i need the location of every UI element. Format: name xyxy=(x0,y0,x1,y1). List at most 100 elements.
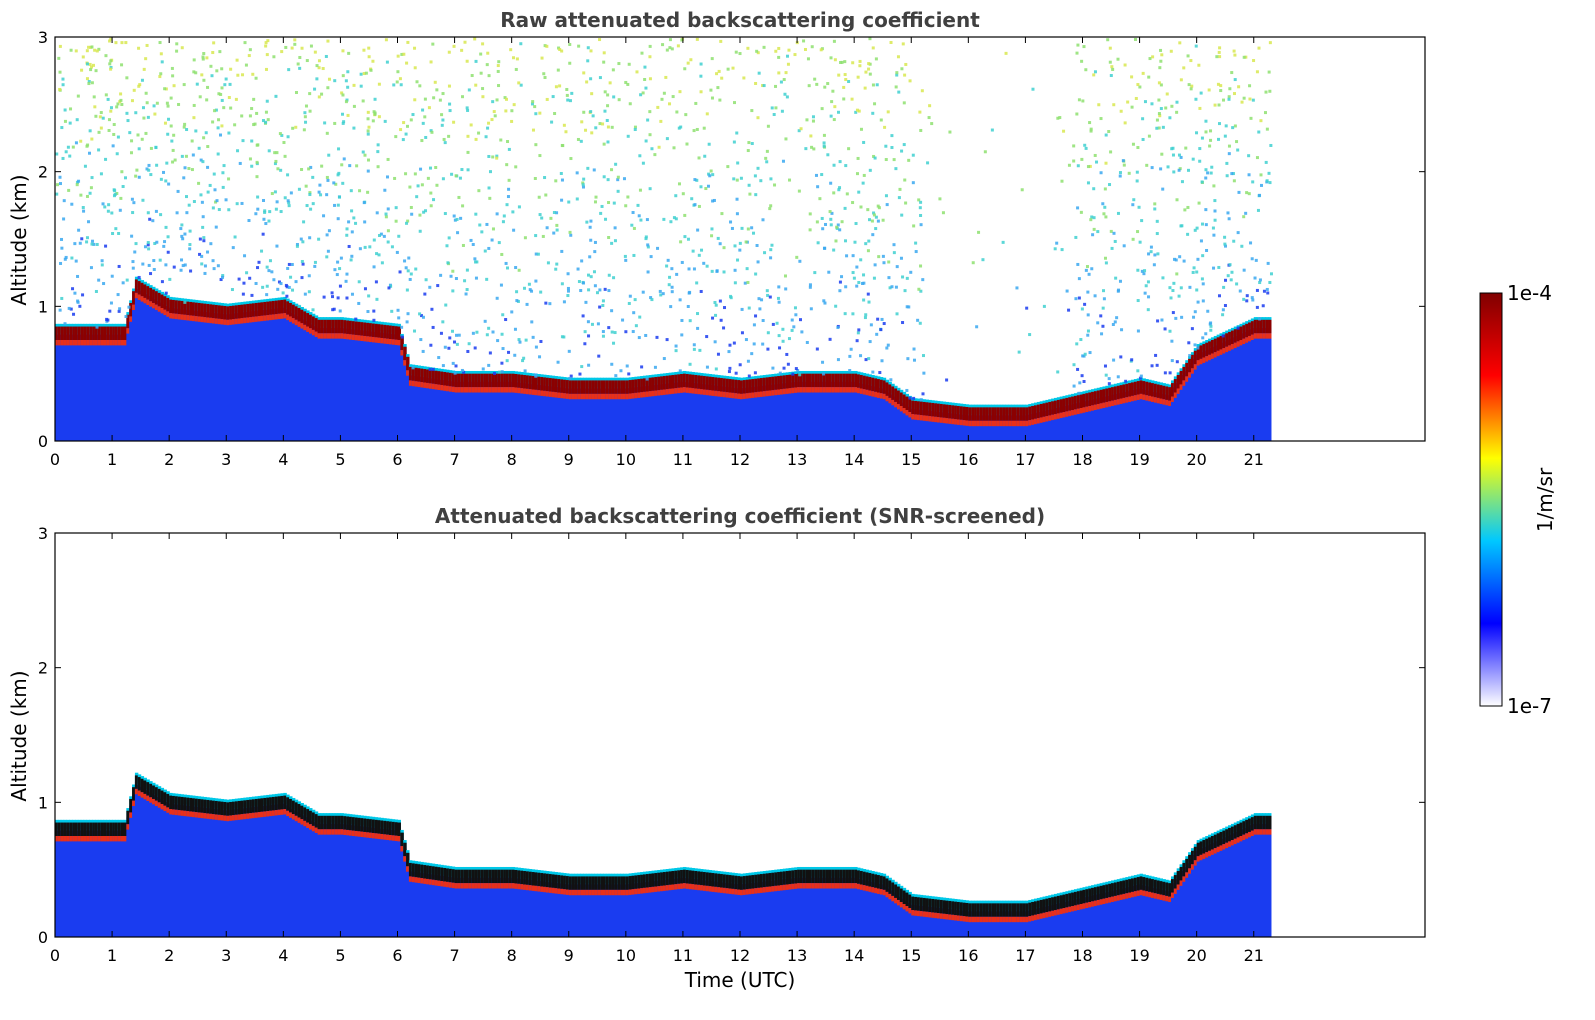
backscatter-cell xyxy=(55,326,59,340)
backscatter-cell xyxy=(645,378,650,392)
backscatter-cell xyxy=(360,824,364,937)
x-tick-label: 15 xyxy=(901,450,921,469)
noise-speckle xyxy=(197,181,201,185)
noise-speckle xyxy=(900,149,904,153)
backscatter-cell xyxy=(480,387,484,393)
noise-speckle xyxy=(171,160,175,164)
backscatter-cell xyxy=(802,373,807,388)
noise-speckle xyxy=(94,114,98,118)
noise-speckle xyxy=(580,259,584,263)
noise-speckle xyxy=(88,191,92,195)
backscatter-cell xyxy=(206,303,210,318)
backscatter-cell xyxy=(808,380,812,441)
noise-speckle xyxy=(233,235,237,239)
noise-speckle xyxy=(798,318,802,322)
noise-speckle xyxy=(1227,152,1231,156)
backscatter-cell xyxy=(1128,383,1132,397)
backscatter-cell xyxy=(94,836,99,842)
backscatter-cell xyxy=(291,814,296,820)
noise-speckle xyxy=(394,219,398,223)
backscatter-cell xyxy=(303,324,307,331)
noise-speckle xyxy=(1187,168,1191,172)
backscatter-cell xyxy=(403,353,407,441)
noise-speckle xyxy=(1055,241,1059,245)
backscatter-cell xyxy=(194,812,199,818)
backscatter-cell xyxy=(994,407,998,421)
backscatter-cell xyxy=(217,305,222,319)
noise-speckle xyxy=(74,141,78,145)
noise-speckle xyxy=(289,275,293,279)
noise-speckle xyxy=(1201,336,1205,340)
noise-speckle xyxy=(248,157,252,161)
backscatter-cell xyxy=(868,390,872,396)
backscatter-cell xyxy=(237,814,242,820)
noise-speckle xyxy=(904,62,908,66)
backscatter-cell xyxy=(406,866,410,872)
noise-speckle xyxy=(401,138,405,142)
backscatter-cell xyxy=(391,339,396,345)
noise-speckle xyxy=(384,212,388,216)
backscatter-cell xyxy=(306,319,310,441)
noise-speckle xyxy=(213,109,217,113)
noise-speckle xyxy=(594,126,598,130)
noise-speckle xyxy=(474,83,478,87)
backscatter-cell xyxy=(934,416,938,423)
backscatter-cell xyxy=(896,403,901,410)
noise-speckle xyxy=(883,125,887,129)
noise-speckle xyxy=(469,123,473,127)
backscatter-cell xyxy=(477,373,481,388)
noise-speckle xyxy=(719,318,723,322)
noise-speckle xyxy=(455,217,459,221)
noise-speckle xyxy=(300,276,304,280)
noise-speckle xyxy=(429,129,433,133)
noise-speckle xyxy=(166,250,170,254)
noise-speckle xyxy=(699,74,703,78)
backscatter-cell xyxy=(1196,353,1201,441)
backscatter-cell xyxy=(574,876,578,890)
noise-speckle xyxy=(264,41,268,45)
noise-speckle xyxy=(366,169,370,173)
noise-speckle xyxy=(1103,187,1107,191)
noise-speckle xyxy=(1257,46,1261,50)
noise-speckle xyxy=(379,232,383,236)
backscatter-cell xyxy=(109,829,113,937)
backscatter-cell xyxy=(1159,391,1164,441)
noise-speckle xyxy=(368,245,372,249)
backscatter-cell xyxy=(1213,345,1218,441)
noise-speckle xyxy=(602,51,606,55)
backscatter-cell xyxy=(1002,414,1007,441)
noise-speckle xyxy=(422,210,426,214)
backscatter-cell xyxy=(400,350,404,356)
backscatter-cell xyxy=(277,300,282,314)
noise-speckle xyxy=(711,316,715,320)
backscatter-cell xyxy=(962,406,967,421)
noise-speckle xyxy=(240,201,244,205)
backscatter-cell xyxy=(368,329,373,441)
backscatter-cell xyxy=(583,883,587,937)
noise-speckle xyxy=(922,371,926,375)
noise-speckle xyxy=(847,147,851,151)
backscatter-cell xyxy=(742,386,747,441)
noise-speckle xyxy=(148,217,152,221)
noise-speckle xyxy=(607,326,611,330)
noise-speckle xyxy=(509,48,513,52)
backscatter-cell xyxy=(471,876,476,937)
noise-speckle xyxy=(1104,161,1108,165)
backscatter-cell xyxy=(226,313,230,441)
backscatter-cell xyxy=(965,420,969,426)
backscatter-cell xyxy=(916,401,921,415)
noise-speckle xyxy=(602,142,606,146)
backscatter-cell xyxy=(1091,398,1095,441)
backscatter-cell xyxy=(334,319,339,334)
noise-speckle xyxy=(785,95,789,99)
backscatter-cell xyxy=(625,380,630,394)
backscatter-cell xyxy=(437,880,441,886)
backscatter-cell xyxy=(568,380,573,394)
backscatter-cell xyxy=(123,333,127,441)
noise-speckle xyxy=(778,371,782,375)
noise-speckle xyxy=(761,84,765,88)
backscatter-cell xyxy=(277,809,282,816)
backscatter-cell xyxy=(234,808,239,937)
backscatter-cell xyxy=(991,414,995,441)
noise-speckle xyxy=(109,109,113,113)
